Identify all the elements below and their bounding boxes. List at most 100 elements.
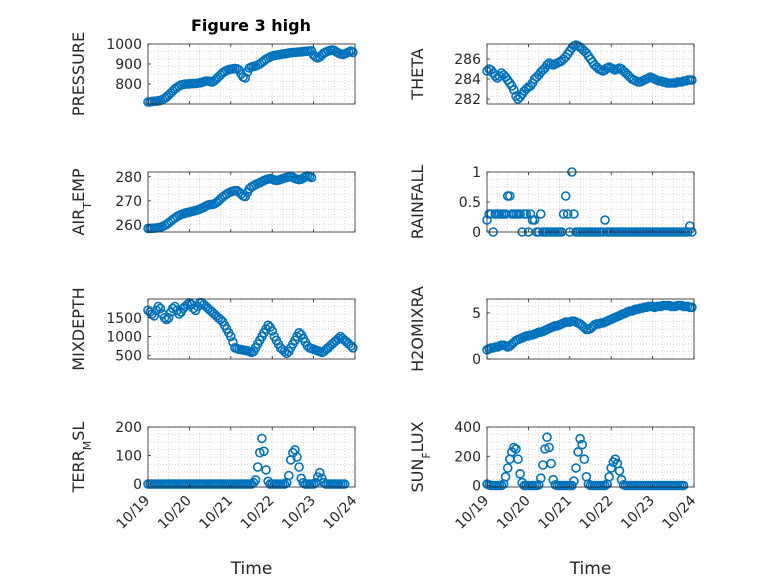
data-point: [348, 342, 358, 353]
y-tick-label: 100: [115, 449, 142, 465]
data-point: [314, 467, 325, 478]
data-point: [558, 209, 569, 219]
data-point: [306, 172, 317, 183]
y-axis-label: PRESSURE: [69, 32, 88, 116]
data-point: [292, 452, 302, 462]
data-point: [294, 462, 304, 472]
data-point: [542, 432, 552, 443]
data-point: [573, 447, 583, 457]
data-point: [339, 479, 350, 489]
data-point: [577, 439, 588, 450]
data-point: [267, 326, 278, 336]
data-point: [257, 433, 267, 444]
subplot-pressure: 800 900 1000 PRESSURE: [69, 32, 358, 116]
y-tick-label: 286: [454, 52, 481, 68]
y-tick-label: 900: [115, 57, 142, 73]
data-point: [562, 209, 573, 219]
subplot-h2omixra: 0 5 H2OMIXRA: [408, 286, 697, 372]
data-point: [521, 209, 532, 219]
y-tick-label: 284: [454, 72, 481, 88]
data-point: [569, 209, 579, 219]
data-point: [678, 480, 689, 491]
y-tick-label: 0.5: [459, 195, 481, 211]
x-tick-label: 10/20: [155, 493, 195, 533]
data-point: [600, 215, 610, 225]
data-point: [254, 447, 265, 458]
plot-box: [147, 171, 356, 233]
y-tick-label: 1: [472, 165, 481, 181]
x-axis-label: Time: [230, 559, 273, 579]
plot-box: [147, 426, 356, 488]
y-tick-label: 5: [472, 306, 481, 322]
y-tick-label: 200: [454, 449, 481, 465]
data-point: [240, 73, 251, 83]
y-tick-label: 270: [115, 194, 142, 210]
data-point: [226, 331, 236, 342]
y-tick-label: 800: [115, 77, 142, 93]
y-tick-label: 0: [472, 225, 481, 241]
x-tick-label: 10/23: [279, 493, 319, 533]
figure-title: Figure 3 high: [191, 16, 311, 35]
data-point: [161, 314, 172, 325]
data-point: [511, 444, 521, 454]
data-point: [163, 312, 174, 323]
series-markers: [143, 171, 317, 234]
y-axis-label: AIRTEMP: [69, 168, 94, 235]
data-point: [155, 303, 166, 314]
data-point: [546, 458, 557, 469]
y-tick-label: 1500: [106, 311, 142, 327]
data-point: [687, 75, 697, 85]
y-tick-label: 500: [115, 348, 142, 364]
data-point: [153, 301, 164, 312]
subplot-sun_flux: 0 200 400 10/19 10/20 10/21 10/22 10/23 10/24 SUN…: [408, 420, 699, 579]
data-point: [604, 471, 614, 482]
data-point: [687, 302, 697, 313]
data-point: [529, 215, 540, 225]
data-point: [569, 476, 579, 486]
x-tick-label: 10/23: [618, 493, 658, 533]
data-point: [509, 442, 519, 453]
x-tick-label: 10/19: [453, 493, 493, 533]
data-point: [515, 209, 525, 219]
data-point: [333, 333, 344, 344]
y-axis-label: THETA: [408, 48, 427, 100]
data-point: [515, 468, 525, 479]
data-point: [259, 446, 269, 457]
series-markers: [482, 40, 697, 104]
data-point: [535, 209, 546, 219]
series-markers: [482, 300, 697, 355]
series-markers: [143, 45, 358, 107]
x-tick-label: 10/22: [238, 493, 278, 533]
series-markers: [143, 433, 350, 489]
y-tick-label: 0: [472, 352, 481, 368]
data-point: [560, 191, 571, 201]
x-tick-label: 10/19: [114, 493, 154, 533]
y-tick-label: 400: [454, 420, 481, 436]
data-point: [579, 454, 590, 465]
subplot-air_temp: 260 270 280 AIRTEMP: [69, 168, 356, 236]
data-point: [533, 479, 544, 490]
y-axis-label: SUNFLUX: [408, 421, 433, 492]
data-point: [279, 479, 290, 489]
data-point: [600, 480, 610, 491]
plot-box: [486, 43, 695, 105]
data-point: [159, 312, 170, 323]
subplot-terr_msl: 0 100 200 10/19 10/20 10/21 10/22 10/23 10/24 TER…: [69, 420, 360, 579]
data-point: [567, 480, 577, 491]
plot-box: [147, 298, 356, 360]
y-tick-label: 282: [454, 92, 481, 108]
plot-box: [486, 298, 695, 360]
y-axis-label: H2OMIXRA: [408, 286, 427, 372]
data-point: [283, 470, 294, 481]
y-tick-label: 0: [133, 477, 142, 493]
x-tick-label: 10/24: [660, 493, 700, 533]
data-point: [575, 433, 585, 444]
y-tick-label: 0: [472, 479, 481, 495]
data-point: [606, 463, 617, 473]
subplot-mixdepth: 500 1000 1500 MIXDEPTH: [69, 287, 358, 371]
data-point: [509, 85, 519, 95]
x-tick-label: 10/21: [196, 493, 236, 533]
plot-box: [147, 43, 356, 105]
x-tick-label: 10/21: [535, 493, 575, 533]
